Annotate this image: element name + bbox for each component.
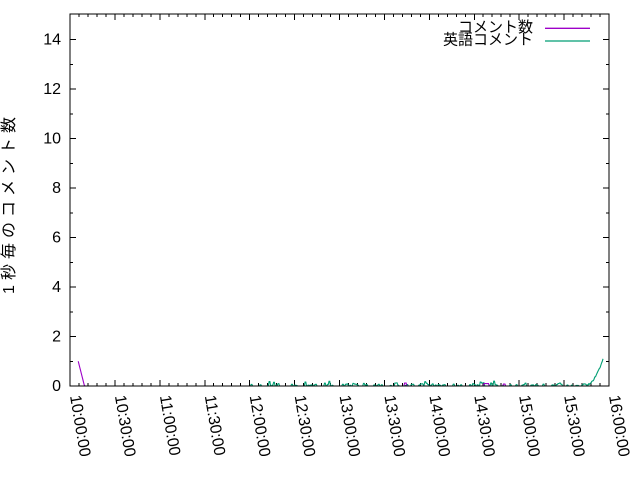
- svg-text:11:30:00: 11:30:00: [201, 394, 228, 457]
- svg-text:6: 6: [52, 230, 61, 247]
- svg-text:12: 12: [43, 81, 61, 98]
- svg-text:4: 4: [52, 279, 61, 296]
- svg-text:10: 10: [43, 131, 61, 148]
- svg-text:14:00:00: 14:00:00: [425, 394, 452, 458]
- svg-text:15:00:00: 15:00:00: [515, 394, 542, 458]
- svg-text:0: 0: [52, 378, 61, 395]
- svg-text:12:30:00: 12:30:00: [291, 394, 318, 458]
- svg-text:14: 14: [43, 32, 61, 49]
- svg-text:英語コメント: 英語コメント: [443, 31, 533, 49]
- svg-text:1秒毎のコメント数: 1秒毎のコメント数: [0, 112, 18, 294]
- svg-text:8: 8: [52, 180, 61, 197]
- svg-text:16:00:00: 16:00:00: [605, 394, 632, 458]
- svg-text:13:30:00: 13:30:00: [380, 394, 407, 458]
- svg-text:14:30:00: 14:30:00: [470, 394, 497, 458]
- svg-text:10:30:00: 10:30:00: [111, 394, 138, 458]
- svg-text:2: 2: [52, 329, 61, 346]
- svg-text:10:00:00: 10:00:00: [66, 394, 93, 458]
- svg-text:12:00:00: 12:00:00: [246, 394, 273, 458]
- svg-text:15:30:00: 15:30:00: [560, 394, 587, 458]
- svg-text:11:00:00: 11:00:00: [156, 394, 183, 457]
- svg-text:13:00:00: 13:00:00: [336, 394, 363, 458]
